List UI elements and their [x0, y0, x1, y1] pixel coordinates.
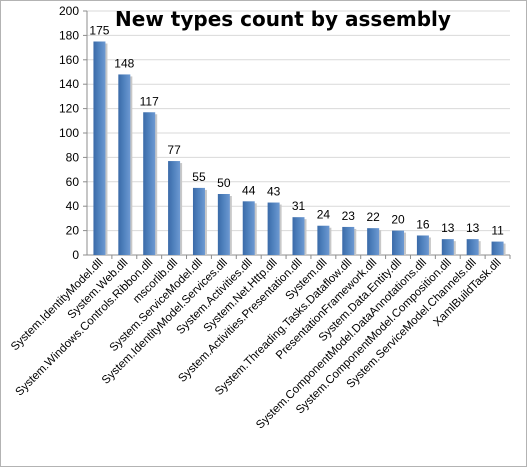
data-label: 55: [192, 170, 206, 184]
bars: [93, 41, 506, 255]
data-label: 77: [167, 143, 181, 157]
data-label: 24: [317, 208, 331, 222]
bar: [217, 194, 230, 255]
bar: [292, 217, 305, 255]
data-label: 20: [391, 213, 405, 227]
data-label: 148: [114, 56, 134, 70]
data-label: 13: [441, 221, 455, 235]
bar: [367, 228, 380, 255]
data-label: 50: [217, 176, 231, 190]
bar: [93, 41, 106, 255]
bar: [392, 230, 405, 255]
y-tick-label: 140: [59, 77, 79, 91]
data-label: 16: [416, 217, 430, 231]
bar: [192, 187, 205, 255]
data-label: 175: [89, 24, 109, 38]
chart-title: New types count by assembly: [115, 7, 451, 31]
data-label: 23: [342, 209, 356, 223]
x-tick-label: System.IdentityModel.dll: [9, 257, 106, 354]
bar: [267, 202, 280, 255]
y-tick-label: 120: [59, 102, 79, 116]
bar: [441, 239, 454, 255]
y-axis-ticks: 0 20 40 60 80 100 120 140 160 180 200: [59, 4, 79, 262]
bar: [466, 239, 479, 255]
y-tick-label: 40: [66, 199, 80, 213]
data-label: 13: [466, 221, 480, 235]
bar: [242, 201, 255, 255]
bar: [118, 74, 131, 255]
y-tick-label: 100: [59, 126, 79, 140]
gridlines: [87, 10, 510, 232]
bar: [143, 112, 156, 255]
bar: [491, 241, 504, 255]
y-tick-label: 80: [66, 150, 80, 164]
data-label: 31: [292, 199, 306, 213]
bar: [342, 226, 355, 255]
y-tick-label: 20: [66, 224, 80, 238]
data-labels: 175 148 117 77 55 50 44 43 31 24 23 22 20 16 13 13 11: [89, 24, 504, 238]
y-tick-label: 160: [59, 53, 79, 67]
bar: [416, 235, 429, 255]
bar: [317, 225, 330, 255]
y-tick-label: 200: [59, 4, 79, 18]
y-tick-label: 0: [72, 248, 79, 262]
data-label: 44: [242, 183, 256, 197]
bar: [168, 161, 181, 255]
y-tick-label: 180: [59, 28, 79, 42]
data-label: 11: [491, 224, 504, 238]
data-label: 22: [366, 210, 380, 224]
data-label: 117: [140, 94, 159, 108]
x-axis-ticks: System.IdentityModel.dllSystem.Web.dllSy…: [9, 257, 504, 432]
axes: [83, 10, 511, 259]
y-tick-label: 60: [66, 175, 80, 189]
data-label: 43: [267, 185, 281, 199]
